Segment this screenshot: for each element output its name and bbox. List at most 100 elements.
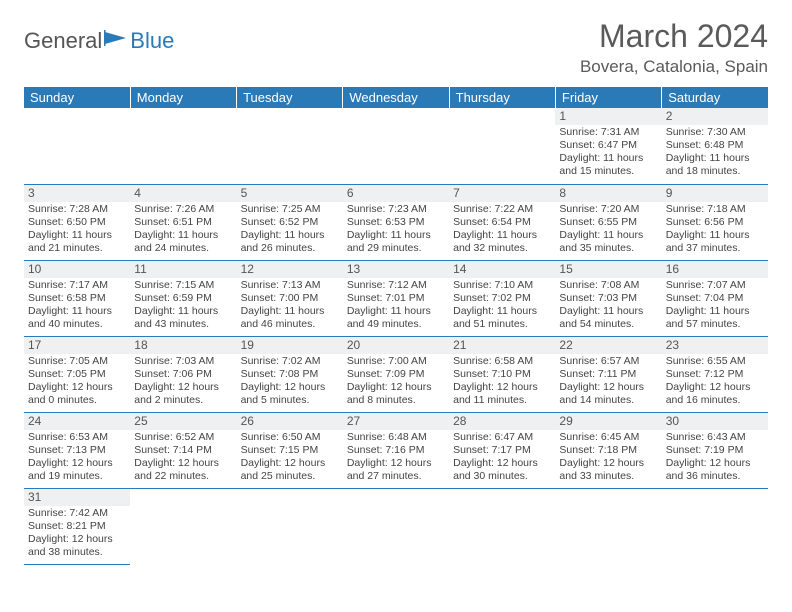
- weekday-header: Friday: [555, 87, 661, 108]
- sunrise-text: Sunrise: 7:17 AM: [28, 279, 126, 292]
- daylight-text: Daylight: 11 hours and 51 minutes.: [453, 305, 551, 331]
- sunset-text: Sunset: 7:03 PM: [559, 292, 657, 305]
- calendar-body: 1Sunrise: 7:31 AMSunset: 6:47 PMDaylight…: [24, 108, 768, 564]
- sunset-text: Sunset: 7:10 PM: [453, 368, 551, 381]
- daylight-text: Daylight: 11 hours and 15 minutes.: [559, 152, 657, 178]
- weekday-header-row: SundayMondayTuesdayWednesdayThursdayFrid…: [24, 87, 768, 108]
- day-number: 25: [130, 413, 236, 430]
- calendar-day-cell: 12Sunrise: 7:13 AMSunset: 7:00 PMDayligh…: [237, 260, 343, 336]
- day-number: 6: [343, 185, 449, 202]
- sunset-text: Sunset: 6:55 PM: [559, 216, 657, 229]
- sunrise-text: Sunrise: 7:18 AM: [666, 203, 764, 216]
- calendar-week-row: 17Sunrise: 7:05 AMSunset: 7:05 PMDayligh…: [24, 336, 768, 412]
- weekday-header: Saturday: [662, 87, 768, 108]
- calendar-day-cell: 16Sunrise: 7:07 AMSunset: 7:04 PMDayligh…: [662, 260, 768, 336]
- logo-text-general: General: [24, 28, 102, 54]
- daylight-text: Daylight: 12 hours and 11 minutes.: [453, 381, 551, 407]
- sunrise-text: Sunrise: 7:31 AM: [559, 126, 657, 139]
- day-number: 8: [555, 185, 661, 202]
- daylight-text: Daylight: 12 hours and 14 minutes.: [559, 381, 657, 407]
- sunset-text: Sunset: 7:19 PM: [666, 444, 764, 457]
- sunset-text: Sunset: 6:54 PM: [453, 216, 551, 229]
- calendar-day-cell: 9Sunrise: 7:18 AMSunset: 6:56 PMDaylight…: [662, 184, 768, 260]
- calendar-day-cell: 3Sunrise: 7:28 AMSunset: 6:50 PMDaylight…: [24, 184, 130, 260]
- calendar-day-cell: 27Sunrise: 6:48 AMSunset: 7:16 PMDayligh…: [343, 412, 449, 488]
- daylight-text: Daylight: 11 hours and 32 minutes.: [453, 229, 551, 255]
- sunset-text: Sunset: 7:09 PM: [347, 368, 445, 381]
- calendar-empty-cell: [343, 488, 449, 564]
- sunrise-text: Sunrise: 7:25 AM: [241, 203, 339, 216]
- calendar-week-row: 24Sunrise: 6:53 AMSunset: 7:13 PMDayligh…: [24, 412, 768, 488]
- calendar-week-row: 10Sunrise: 7:17 AMSunset: 6:58 PMDayligh…: [24, 260, 768, 336]
- daylight-text: Daylight: 11 hours and 35 minutes.: [559, 229, 657, 255]
- sunset-text: Sunset: 7:02 PM: [453, 292, 551, 305]
- day-number: 29: [555, 413, 661, 430]
- calendar-day-cell: 1Sunrise: 7:31 AMSunset: 6:47 PMDaylight…: [555, 108, 661, 184]
- calendar-day-cell: 18Sunrise: 7:03 AMSunset: 7:06 PMDayligh…: [130, 336, 236, 412]
- daylight-text: Daylight: 12 hours and 25 minutes.: [241, 457, 339, 483]
- daylight-text: Daylight: 12 hours and 16 minutes.: [666, 381, 764, 407]
- sunrise-text: Sunrise: 7:23 AM: [347, 203, 445, 216]
- daylight-text: Daylight: 11 hours and 29 minutes.: [347, 229, 445, 255]
- sunrise-text: Sunrise: 6:45 AM: [559, 431, 657, 444]
- day-number: 18: [130, 337, 236, 354]
- sunset-text: Sunset: 6:47 PM: [559, 139, 657, 152]
- daylight-text: Daylight: 12 hours and 5 minutes.: [241, 381, 339, 407]
- daylight-text: Daylight: 11 hours and 57 minutes.: [666, 305, 764, 331]
- day-number: 15: [555, 261, 661, 278]
- sunrise-text: Sunrise: 6:48 AM: [347, 431, 445, 444]
- sunrise-text: Sunrise: 7:22 AM: [453, 203, 551, 216]
- calendar-day-cell: 8Sunrise: 7:20 AMSunset: 6:55 PMDaylight…: [555, 184, 661, 260]
- calendar-day-cell: 11Sunrise: 7:15 AMSunset: 6:59 PMDayligh…: [130, 260, 236, 336]
- daylight-text: Daylight: 12 hours and 0 minutes.: [28, 381, 126, 407]
- sunset-text: Sunset: 7:15 PM: [241, 444, 339, 457]
- sunset-text: Sunset: 7:16 PM: [347, 444, 445, 457]
- calendar-day-cell: 6Sunrise: 7:23 AMSunset: 6:53 PMDaylight…: [343, 184, 449, 260]
- sunset-text: Sunset: 7:01 PM: [347, 292, 445, 305]
- calendar-day-cell: 21Sunrise: 6:58 AMSunset: 7:10 PMDayligh…: [449, 336, 555, 412]
- daylight-text: Daylight: 11 hours and 49 minutes.: [347, 305, 445, 331]
- day-number: 27: [343, 413, 449, 430]
- sunset-text: Sunset: 7:05 PM: [28, 368, 126, 381]
- day-number: 1: [555, 108, 661, 125]
- calendar-day-cell: 31Sunrise: 7:42 AMSunset: 8:21 PMDayligh…: [24, 488, 130, 564]
- calendar-week-row: 3Sunrise: 7:28 AMSunset: 6:50 PMDaylight…: [24, 184, 768, 260]
- calendar-day-cell: 22Sunrise: 6:57 AMSunset: 7:11 PMDayligh…: [555, 336, 661, 412]
- sunset-text: Sunset: 7:11 PM: [559, 368, 657, 381]
- sunrise-text: Sunrise: 6:47 AM: [453, 431, 551, 444]
- day-number: 24: [24, 413, 130, 430]
- weekday-header: Wednesday: [343, 87, 449, 108]
- calendar-day-cell: 24Sunrise: 6:53 AMSunset: 7:13 PMDayligh…: [24, 412, 130, 488]
- day-number: 26: [237, 413, 343, 430]
- calendar-empty-cell: [237, 488, 343, 564]
- sunset-text: Sunset: 7:06 PM: [134, 368, 232, 381]
- day-number: 4: [130, 185, 236, 202]
- calendar-day-cell: 19Sunrise: 7:02 AMSunset: 7:08 PMDayligh…: [237, 336, 343, 412]
- sunset-text: Sunset: 6:59 PM: [134, 292, 232, 305]
- logo: General Blue: [24, 18, 174, 54]
- day-number: 5: [237, 185, 343, 202]
- daylight-text: Daylight: 11 hours and 26 minutes.: [241, 229, 339, 255]
- flag-icon: [104, 28, 128, 54]
- day-number: 7: [449, 185, 555, 202]
- sunset-text: Sunset: 7:08 PM: [241, 368, 339, 381]
- calendar-empty-cell: [130, 488, 236, 564]
- daylight-text: Daylight: 12 hours and 19 minutes.: [28, 457, 126, 483]
- day-number: 10: [24, 261, 130, 278]
- calendar-day-cell: 5Sunrise: 7:25 AMSunset: 6:52 PMDaylight…: [237, 184, 343, 260]
- calendar-empty-cell: [343, 108, 449, 184]
- title-block: March 2024 Bovera, Catalonia, Spain: [580, 18, 768, 77]
- location: Bovera, Catalonia, Spain: [580, 57, 768, 77]
- daylight-text: Daylight: 11 hours and 40 minutes.: [28, 305, 126, 331]
- daylight-text: Daylight: 11 hours and 37 minutes.: [666, 229, 764, 255]
- sunset-text: Sunset: 7:04 PM: [666, 292, 764, 305]
- daylight-text: Daylight: 11 hours and 24 minutes.: [134, 229, 232, 255]
- sunrise-text: Sunrise: 6:55 AM: [666, 355, 764, 368]
- day-number: 31: [24, 489, 130, 506]
- calendar-day-cell: 14Sunrise: 7:10 AMSunset: 7:02 PMDayligh…: [449, 260, 555, 336]
- calendar-day-cell: 29Sunrise: 6:45 AMSunset: 7:18 PMDayligh…: [555, 412, 661, 488]
- sunset-text: Sunset: 7:12 PM: [666, 368, 764, 381]
- sunrise-text: Sunrise: 6:43 AM: [666, 431, 764, 444]
- calendar-empty-cell: [130, 108, 236, 184]
- calendar-empty-cell: [555, 488, 661, 564]
